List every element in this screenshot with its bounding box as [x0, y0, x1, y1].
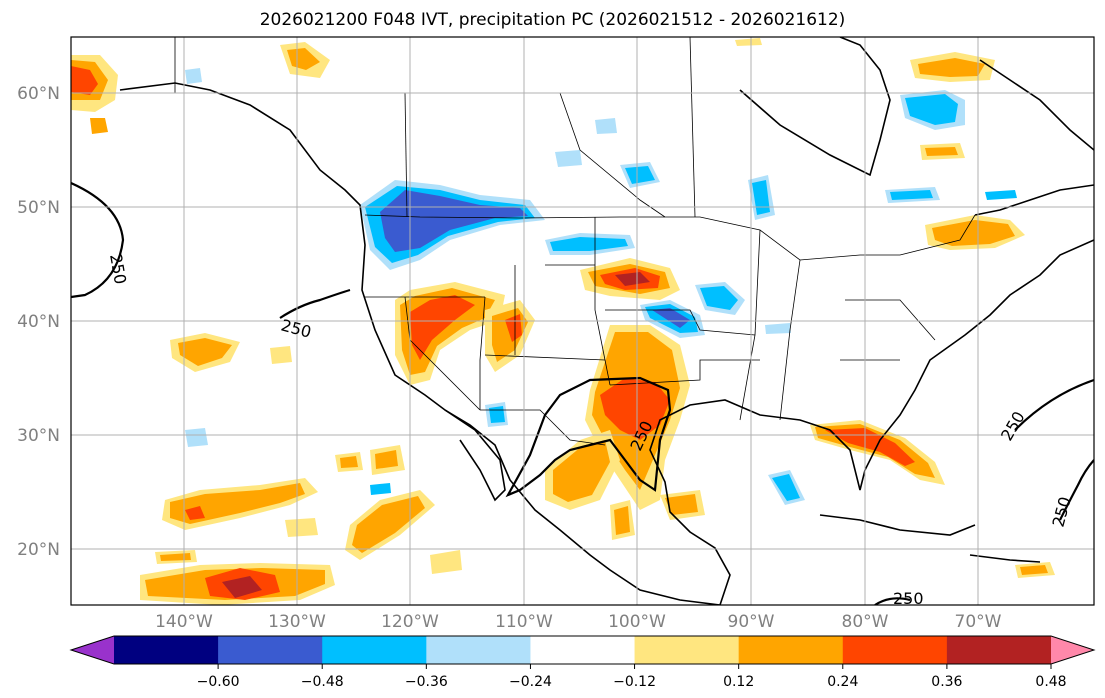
colorbar-tick-label: −0.48 — [301, 674, 344, 690]
colorbar-tick-label: 0.48 — [1035, 674, 1066, 690]
colorbar-tick-label: −0.36 — [405, 674, 448, 690]
lon-label-120w: 120°W — [381, 612, 439, 632]
colorbar-segment — [322, 636, 427, 664]
colorbar-tick-label: −0.24 — [509, 674, 552, 690]
lon-label-130w: 130°W — [268, 612, 326, 632]
colorbar-tick-label: 0.12 — [723, 674, 754, 690]
lat-label-40n: 40°N — [17, 312, 60, 332]
lon-label-100w: 100°W — [608, 612, 666, 632]
colorbar-segment — [738, 636, 844, 664]
contour-label: 250 — [893, 589, 924, 608]
colorbar-tick-label: −0.60 — [197, 674, 240, 690]
colorbar-segment — [114, 636, 219, 664]
ivt-contours — [71, 181, 1094, 605]
lat-label-20n: 20°N — [17, 540, 60, 560]
colorbar-segment — [842, 636, 948, 664]
graticule — [71, 37, 1094, 605]
lon-label-140w: 140°W — [155, 612, 213, 632]
colorbar-tick-label: −0.12 — [613, 674, 656, 690]
colorbar-tick-label: 0.24 — [827, 674, 858, 690]
colorbar-segment — [530, 636, 636, 664]
borders — [174, 37, 976, 446]
colorbar-segment — [218, 636, 323, 664]
lon-label-70w: 70°W — [955, 612, 1002, 632]
colorbar-outline — [69, 635, 1096, 665]
lon-label-110w: 110°W — [495, 612, 553, 632]
colorbar: −0.60 −0.48 −0.36 −0.24 −0.12 0.12 0.24 0.36 0.4… — [69, 635, 1096, 690]
colorbar-segment — [634, 636, 740, 664]
coastlines — [119, 37, 1094, 605]
lat-label-50n: 50°N — [17, 198, 60, 218]
lon-label-80w: 80°W — [842, 612, 889, 632]
colorbar-extend-low — [71, 636, 114, 664]
colorbar-extend-high — [1051, 636, 1094, 664]
colorbar-segment — [946, 636, 1052, 664]
map-title: 2026021200 F048 IVT, precipitation PC (2… — [259, 10, 846, 30]
map-frame — [70, 36, 1095, 606]
lat-label-30n: 30°N — [17, 426, 60, 446]
colorbar-tick-label: 0.36 — [931, 674, 962, 690]
map-content: 250 250 250 250 250 250 — [71, 37, 1094, 608]
lon-label-90w: 90°W — [728, 612, 775, 632]
lat-label-60n: 60°N — [17, 84, 60, 104]
colorbar-segment — [426, 636, 531, 664]
